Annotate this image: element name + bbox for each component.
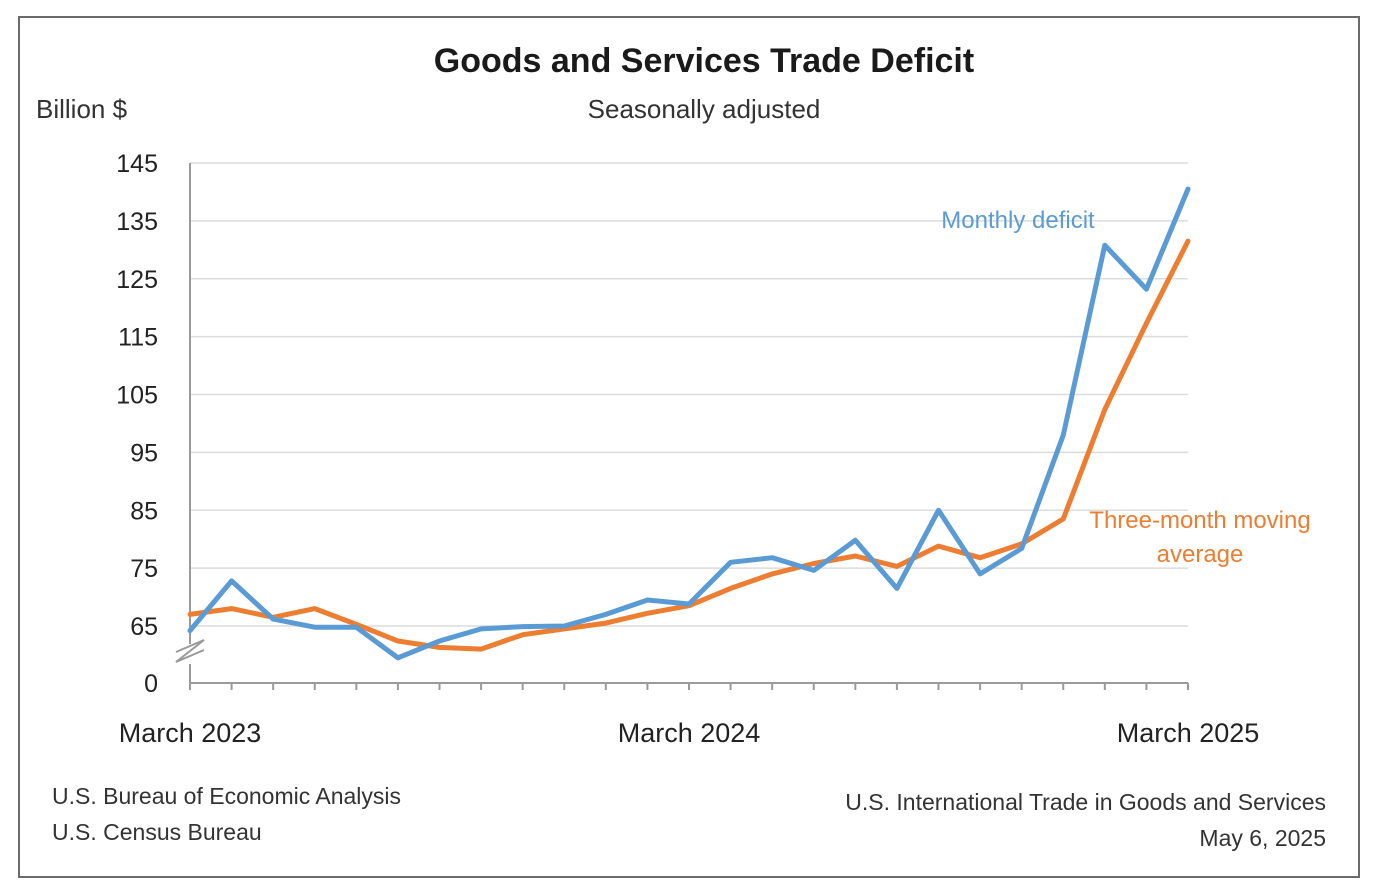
y-tick-label: 65 — [130, 613, 158, 641]
x-tick-label: March 2024 — [618, 718, 761, 748]
series-line-moving-average — [187, 238, 1191, 652]
y-tick-label: 125 — [116, 266, 158, 294]
y-tick-label: 85 — [130, 497, 158, 525]
legend-moving-average-line2: average — [1157, 541, 1244, 568]
y-tick-label: 95 — [130, 439, 158, 467]
x-tick-label: March 2025 — [1117, 718, 1260, 748]
x-tick-label: March 2023 — [119, 718, 262, 748]
series-lines — [187, 186, 1191, 661]
chart-frame — [18, 16, 1360, 878]
source-bea: U.S. Bureau of Economic Analysis — [52, 783, 401, 809]
y-axis-label: Billion $ — [36, 94, 128, 124]
chart-title: Goods and Services Trade Deficit — [434, 42, 974, 80]
y-tick-label: 115 — [118, 324, 158, 352]
legend-monthly-deficit: Monthly deficit — [941, 207, 1095, 234]
y-tick-labels: 145 135 125 115 105 95 85 75 65 0 — [116, 150, 158, 698]
chart-subtitle: Seasonally adjusted — [588, 94, 821, 124]
y-tick-label: 135 — [116, 208, 158, 236]
y-tick-label: 75 — [130, 555, 158, 583]
axis-break-mark — [175, 639, 205, 663]
legend-moving-average-line1: Three-month moving — [1089, 507, 1310, 534]
y-tick-label: 145 — [116, 150, 158, 178]
y-tick-label: 105 — [116, 382, 158, 410]
y-tick-label: 0 — [144, 670, 158, 698]
source-census: U.S. Census Bureau — [52, 819, 262, 845]
report-date: May 6, 2025 — [1199, 825, 1326, 851]
series-line-monthly-deficit — [187, 186, 1191, 661]
x-tick-labels: March 2023 March 2024 March 2025 — [119, 718, 1260, 748]
axes — [175, 163, 1189, 690]
report-name: U.S. International Trade in Goods and Se… — [845, 789, 1326, 815]
